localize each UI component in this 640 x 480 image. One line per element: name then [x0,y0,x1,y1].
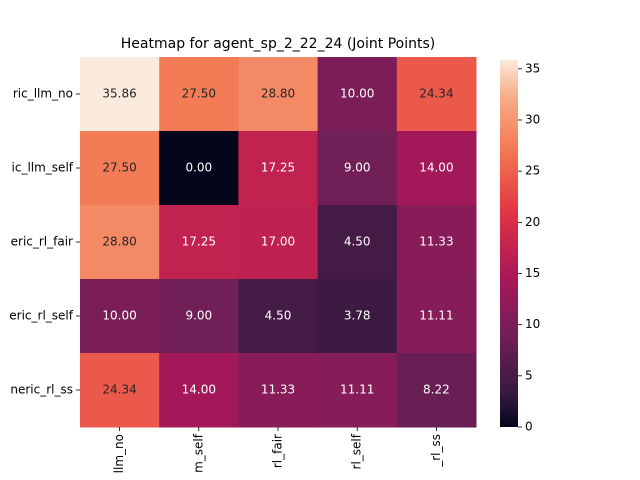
heatmap-cell [317,353,398,428]
cell-label: 14.00 [419,161,453,175]
colorbar-tick-label: 35 [525,61,540,75]
x-tick-label: rl_fair [271,434,285,468]
cell-label: 17.25 [261,161,295,175]
heatmap-cell [159,131,239,206]
cell-label: 27.50 [182,87,216,101]
y-tick-label: eric_rl_self [9,309,73,323]
cell-label: 4.50 [344,235,371,249]
cell-label: 35.86 [102,87,136,101]
cell-label: 28.80 [102,235,136,249]
heatmap-cell [238,131,319,206]
heatmap-cell [396,353,477,428]
heatmap-cell [80,279,160,354]
cell-label: 24.34 [419,87,453,101]
colorbar-tick-label: 5 [525,368,533,382]
cell-label: 28.80 [261,87,295,101]
y-tick-label: ic_llm_self [12,161,74,175]
heatmap-cell [396,57,477,132]
cell-label: 3.78 [344,309,371,323]
cell-label: 4.50 [265,309,292,323]
colorbar-tick-label: 20 [525,215,540,229]
cell-label: 11.11 [340,383,374,397]
cell-label: 11.33 [419,235,453,249]
heatmap-cell [80,353,160,428]
heatmap-cell [396,279,477,354]
colorbar-tick-label: 30 [525,112,540,126]
heatmap-cell [80,205,160,280]
cell-label: 14.00 [182,383,216,397]
colorbar [500,60,518,427]
heatmap-cell [238,279,319,354]
y-tick-label: eric_rl_fair [11,235,73,249]
chart-title: Heatmap for agent_sp_2_22_24 (Joint Poin… [121,36,435,52]
heatmap-cell [317,57,398,132]
cell-label: 10.00 [340,87,374,101]
cell-label: 9.00 [344,161,371,175]
cell-label: 17.00 [261,235,295,249]
colorbar-tick-label: 15 [525,266,540,280]
heatmap-cell [159,353,239,428]
heatmap-cell [396,205,477,280]
heatmap-cell [238,353,319,428]
colorbar-tick-label: 25 [525,164,540,178]
heatmap-cell [80,131,160,206]
cell-label: 11.11 [419,309,453,323]
heatmap-cell [159,279,239,354]
x-tick-label: rl_self [350,433,364,469]
cell-label: 11.33 [261,383,295,397]
cell-label: 17.25 [182,235,216,249]
x-tick-label: llm_no [112,434,126,473]
heatmap-cell [396,131,477,206]
heatmap-cell [317,131,398,206]
heatmap-cell [238,57,319,132]
cell-label: 24.34 [102,383,136,397]
heatmap-cell [159,57,239,132]
cell-label: 9.00 [185,309,212,323]
x-tick-label: _rl_ss [429,434,443,468]
cell-label: 0.00 [185,161,212,175]
heatmap-cell [238,205,319,280]
heatmap-cell [317,279,398,354]
colorbar-tick-label: 10 [525,317,540,331]
heatmap-cell [317,205,398,280]
heatmap-cell [159,205,239,280]
cell-label: 10.00 [102,309,136,323]
y-tick-label: neric_rl_ss [10,383,73,397]
colorbar-tick-label: 0 [525,420,533,434]
cell-label: 27.50 [102,161,136,175]
y-tick-label: ric_llm_no [13,87,73,101]
cell-label: 8.22 [423,383,450,397]
x-tick-label: m_self [191,433,205,473]
heatmap-cell [80,57,160,132]
